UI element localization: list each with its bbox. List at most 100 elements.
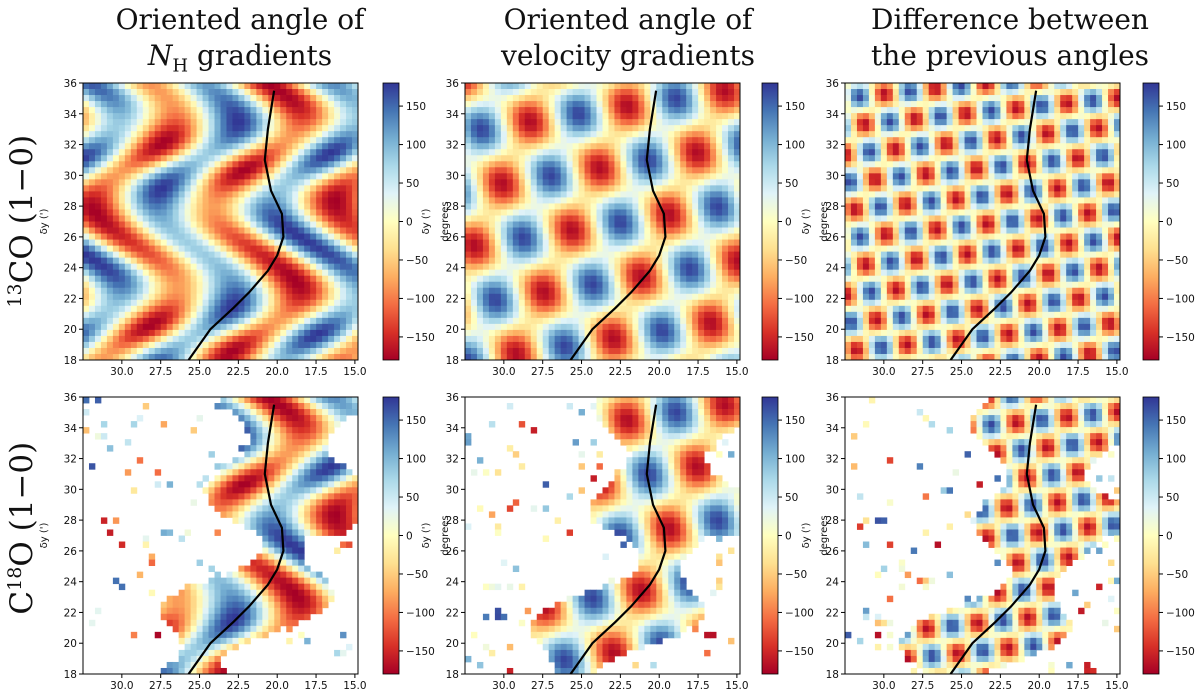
heatmap-cell [268, 299, 275, 307]
heatmap-cell [845, 125, 852, 132]
heatmap-cell [94, 161, 102, 168]
heatmap-cell [572, 233, 579, 240]
heatmap-cell [488, 335, 496, 343]
heatmap-cell [298, 353, 305, 361]
heatmap-cell [845, 209, 852, 216]
heatmap-cell [220, 155, 227, 162]
heatmap-cell [530, 143, 538, 150]
heatmap-cell [910, 137, 918, 144]
heatmap-cell [530, 215, 538, 222]
heatmap-cell [680, 317, 687, 325]
heatmap-cell [488, 257, 496, 265]
heatmap-cell [862, 281, 870, 289]
heatmap-cell [316, 143, 323, 150]
heatmap-cell [868, 221, 876, 228]
heatmap-cell [892, 221, 900, 228]
heatmap-cell [334, 137, 341, 144]
heatmap-cell [465, 131, 472, 138]
heatmap-cell [136, 305, 144, 313]
heatmap-cell [850, 227, 858, 234]
heatmap-cell [868, 239, 876, 246]
heatmap-cell [698, 317, 705, 325]
heatmap-cell [704, 245, 711, 253]
heatmap-cell [500, 89, 508, 96]
heatmap-cell [644, 341, 651, 349]
heatmap-cell [136, 173, 144, 180]
heatmap-cell [184, 269, 192, 277]
heatmap-cell [566, 149, 574, 156]
heatmap-cell [722, 143, 729, 150]
heatmap-cell [112, 353, 120, 361]
heatmap-cell [280, 245, 287, 253]
heatmap-cell [698, 335, 705, 343]
heatmap-cell [184, 341, 192, 349]
heatmap-cell [340, 353, 347, 361]
heatmap-cell [160, 137, 168, 144]
heatmap-cell [292, 317, 299, 325]
heatmap-cell [572, 311, 579, 319]
heatmap-cell [94, 221, 102, 228]
heatmap-cell [512, 299, 520, 307]
heatmap-cell [536, 125, 544, 132]
heatmap-cell [184, 209, 192, 216]
heatmap-cell [256, 257, 263, 265]
heatmap-cell [686, 287, 693, 295]
heatmap-cell [166, 101, 174, 108]
heatmap-cell [280, 137, 287, 144]
heatmap-cell [172, 113, 180, 120]
heatmap-cell [638, 317, 645, 325]
heatmap-cell [106, 281, 114, 289]
heatmap-cell [554, 323, 562, 331]
heatmap-cell [226, 251, 233, 259]
heatmap-cell [910, 341, 918, 349]
heatmap-cell [620, 167, 627, 174]
heatmap-cell [298, 191, 305, 198]
heatmap-cell [922, 179, 930, 186]
heatmap-cell [566, 245, 574, 253]
heatmap-cell [274, 275, 281, 283]
heatmap-cell [638, 143, 645, 150]
heatmap-cell [238, 299, 245, 307]
heatmap-cell [716, 287, 723, 295]
heatmap-cell [292, 137, 299, 144]
heatmap-cell [850, 329, 858, 337]
heatmap-cell [130, 137, 138, 144]
heatmap-cell [482, 239, 490, 246]
heatmap-cell [286, 341, 293, 349]
heatmap-cell [910, 143, 918, 150]
heatmap-cell [214, 323, 221, 331]
heatmap-cell [476, 281, 484, 289]
heatmap-cell [656, 113, 663, 120]
heatmap-cell [602, 209, 609, 216]
heatmap-cell [578, 203, 585, 210]
heatmap-cell [596, 95, 603, 102]
heatmap-cell [256, 143, 263, 150]
heatmap-cell [892, 113, 900, 120]
heatmap-cell [566, 281, 574, 289]
heatmap-cell [208, 143, 215, 150]
heatmap-cell [674, 239, 681, 246]
heatmap-cell [202, 161, 209, 168]
heatmap-cell [208, 227, 215, 234]
heatmap-cell [662, 287, 669, 295]
heatmap-cell [560, 329, 568, 337]
heatmap-cell [506, 137, 514, 144]
heatmap-cell [494, 209, 502, 216]
heatmap-cell [524, 329, 532, 337]
heatmap-cell [346, 161, 353, 168]
heatmap-cell [704, 329, 711, 337]
heatmap-cell [346, 83, 353, 90]
heatmap-cell [112, 287, 120, 295]
heatmap-cell [602, 329, 609, 337]
heatmap-cell [662, 167, 669, 174]
heatmap-cell [488, 341, 496, 349]
heatmap-cell [692, 95, 699, 102]
heatmap-cell [178, 251, 186, 259]
heatmap-cell [614, 263, 621, 271]
heatmap-cell [494, 221, 502, 228]
heatmap-cell [680, 107, 687, 114]
heatmap-cell [148, 263, 156, 271]
heatmap-cell [602, 305, 609, 313]
heatmap-cell [465, 281, 472, 289]
heatmap-cell [596, 185, 603, 192]
